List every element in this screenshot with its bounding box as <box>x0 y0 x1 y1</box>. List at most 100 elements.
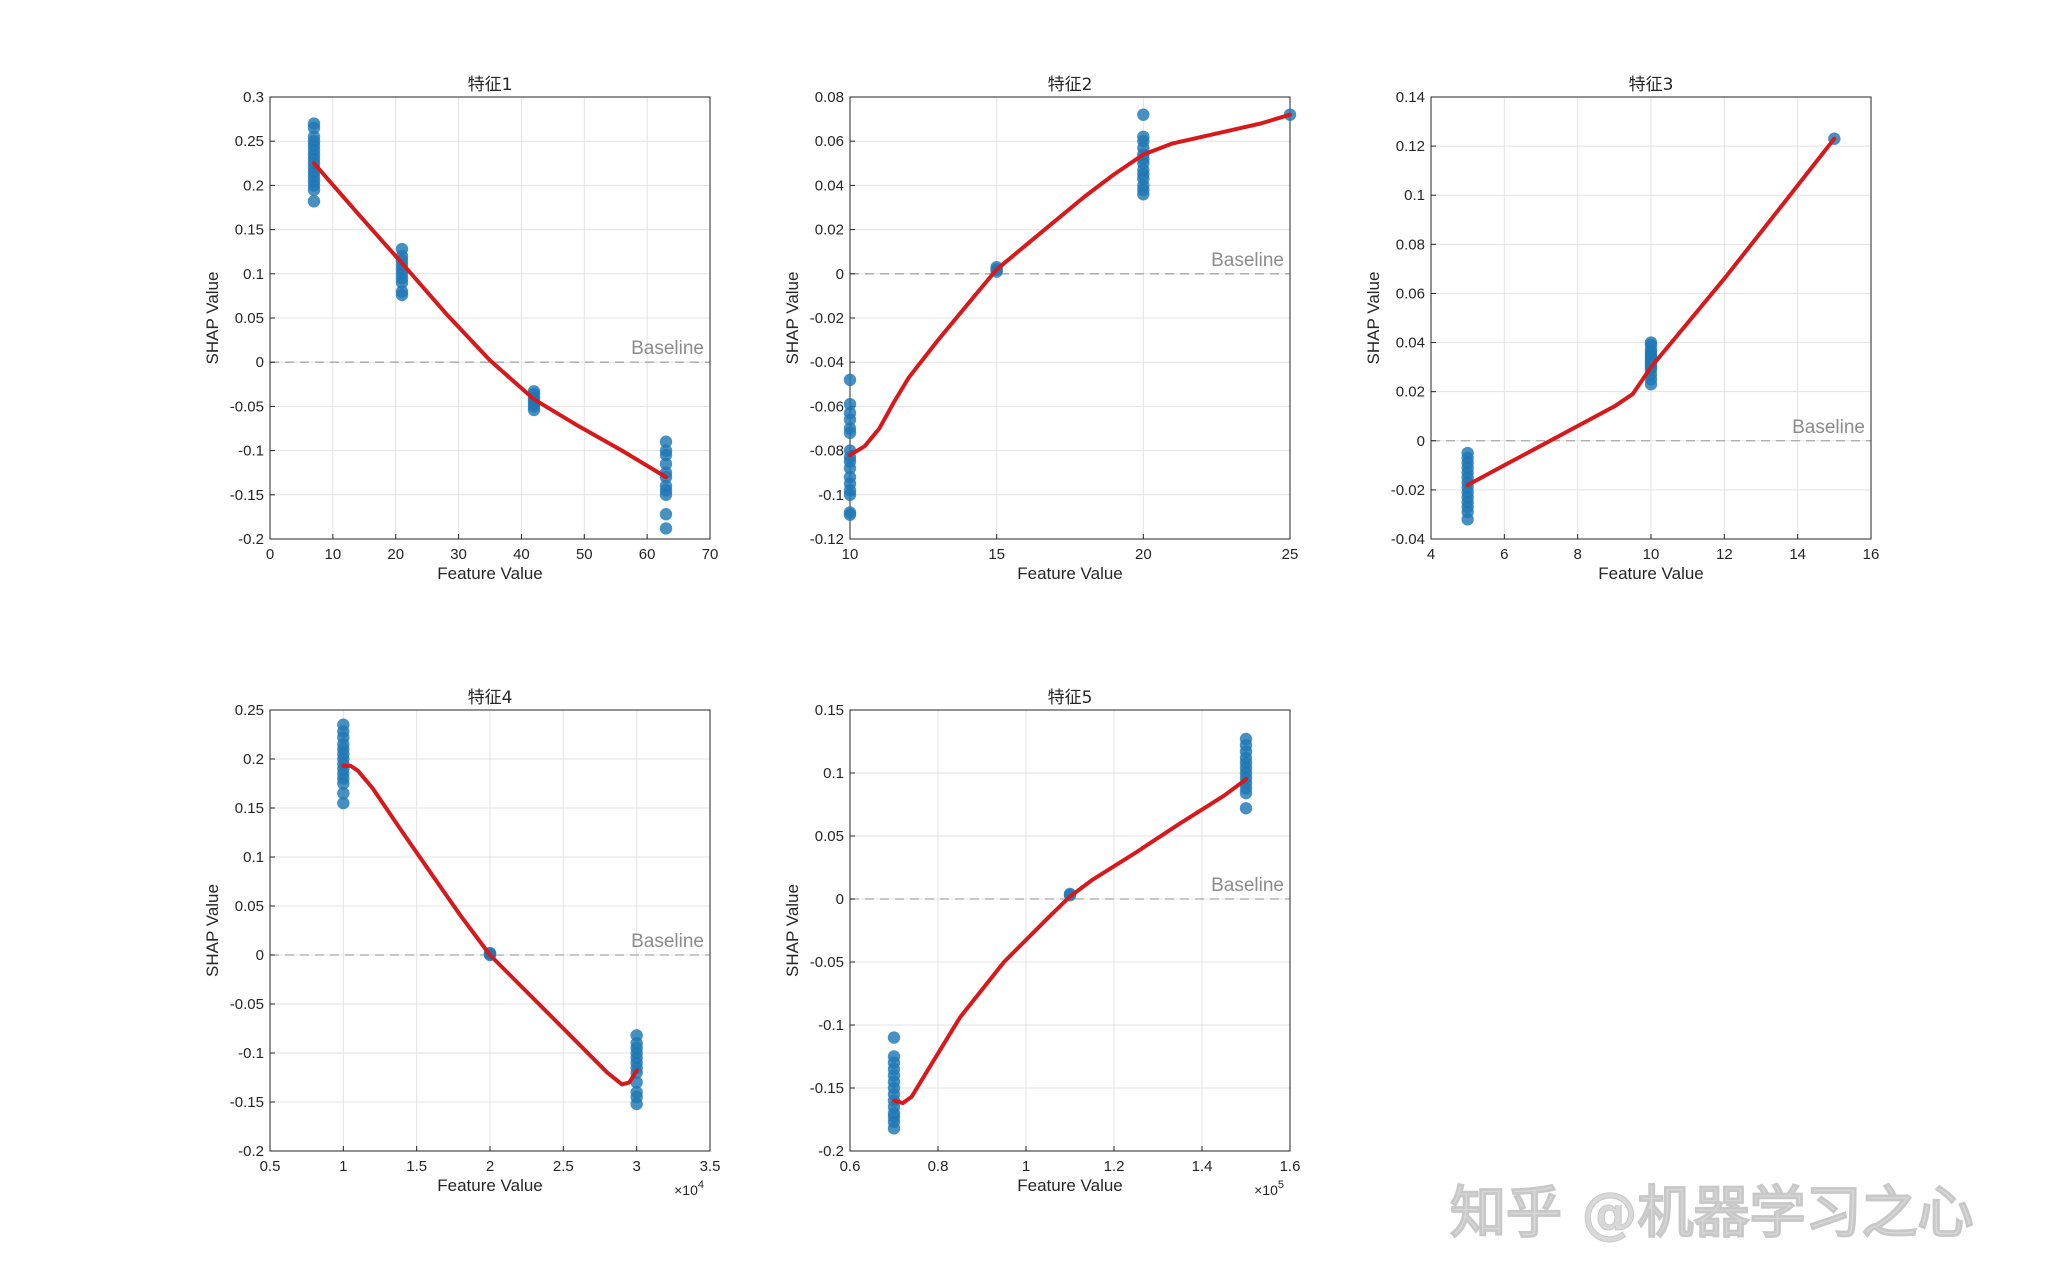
y-tick-label: 0.1 <box>823 765 844 782</box>
x-tick-label: 12 <box>1716 546 1733 563</box>
y-tick-label: 0.25 <box>235 702 264 719</box>
scatter-point <box>1644 378 1658 391</box>
y-tick-label: 0.2 <box>243 177 264 194</box>
x-axis-label: Feature Value <box>1017 564 1123 583</box>
scatter-point <box>395 288 409 302</box>
subplot-title: 特征4 <box>468 688 513 708</box>
y-tick-label: 0.02 <box>1396 384 1425 401</box>
scatter-point <box>1239 786 1253 800</box>
y-tick-label: 0.04 <box>815 177 844 194</box>
y-axis-label: SHAP Value <box>783 884 802 977</box>
x-tick-label: 8 <box>1573 546 1581 563</box>
subplot-3: Baseline 4 6 8 10 12 14 16 -0.04 -0.02 0 0.02 0.04 0.… <box>1364 75 1879 583</box>
y-tick-label: -0.05 <box>230 398 264 415</box>
x-tick-label: 2.5 <box>553 1158 574 1175</box>
x-tick-label: 50 <box>576 546 593 563</box>
subplot-title: 特征1 <box>468 75 513 95</box>
scatter-point <box>887 1122 901 1135</box>
scatter-point <box>1239 802 1253 815</box>
scatter-point <box>337 796 350 810</box>
y-tick-label: 0.2 <box>243 751 264 768</box>
scatter-point <box>395 276 409 289</box>
scatter-point <box>659 457 673 471</box>
subplot-1: Baseline 0 10 20 30 40 50 60 70 -0.2 -0.15 -0.1 -0.0… <box>203 75 718 583</box>
subplot-4: Baseline 0.5 1 1.5 2 2.5 3 3.5 -0.2 -0.15 -0.1 -0.0… <box>203 688 720 1198</box>
y-tick-label: 0.14 <box>1396 89 1425 106</box>
x-tick-label: 14 <box>1789 546 1806 563</box>
x-tick-label: 70 <box>702 546 719 563</box>
subplot-5: Baseline 0.6 0.8 1 1.2 1.4 1.6 -0.2 -0.15 -0.1 -0.… <box>783 688 1300 1198</box>
x-axis-label: Feature Value <box>437 564 543 583</box>
y-tick-label: 0.08 <box>1396 236 1425 253</box>
x-tick-label: 60 <box>639 546 656 563</box>
y-tick-label: 0.15 <box>815 702 844 719</box>
y-tick-label: 0.1 <box>243 849 264 866</box>
y-tick-label: 0.15 <box>235 800 264 817</box>
y-tick-label: -0.15 <box>230 1094 264 1111</box>
x-tick-label: 0.5 <box>260 1158 281 1175</box>
scatter-point <box>843 508 857 521</box>
y-axis-label: SHAP Value <box>1364 272 1383 365</box>
baseline-label: Baseline <box>1792 417 1865 438</box>
scatter-point <box>630 1097 643 1111</box>
y-tick-label: -0.1 <box>818 487 844 504</box>
baseline-label: Baseline <box>1211 250 1284 271</box>
x-tick-label: 0.8 <box>928 1158 949 1175</box>
y-tick-label: -0.1 <box>238 1045 264 1062</box>
y-tick-label: -0.05 <box>810 954 844 971</box>
scatter-point <box>843 397 857 411</box>
subplot-title: 特征3 <box>1629 75 1674 95</box>
y-tick-label: 0.08 <box>815 89 844 106</box>
y-axis-label: SHAP Value <box>203 272 222 365</box>
y-tick-label: 0.02 <box>815 222 844 239</box>
scatter-point <box>843 462 857 475</box>
y-tick-label: 0.06 <box>815 133 844 150</box>
y-tick-label: -0.04 <box>1391 531 1425 548</box>
y-tick-label: -0.15 <box>810 1080 844 1097</box>
y-tick-label: 0.3 <box>243 89 264 106</box>
scatter-point <box>1137 108 1150 121</box>
x-exponent-label: ×104 <box>674 1179 704 1198</box>
x-tick-label: 3 <box>632 1158 640 1175</box>
y-tick-label: -0.02 <box>810 310 844 327</box>
scatter-point <box>659 435 673 448</box>
scatter-point <box>659 448 673 462</box>
subplot-title: 特征2 <box>1048 75 1093 95</box>
baseline-label: Baseline <box>631 338 704 359</box>
axes-frame <box>849 709 1291 1152</box>
y-tick-label: 0 <box>836 891 844 908</box>
y-tick-label: 0 <box>256 947 264 964</box>
y-tick-label: 0 <box>1417 433 1425 450</box>
y-axis-label: SHAP Value <box>203 884 222 977</box>
y-tick-label: -0.1 <box>238 443 264 460</box>
y-axis-label: SHAP Value <box>783 272 802 365</box>
scatter-point <box>843 488 857 501</box>
y-tick-label: -0.08 <box>810 443 844 460</box>
scatter-point <box>659 522 673 535</box>
y-tick-label: -0.2 <box>818 1143 844 1160</box>
fit-line <box>341 763 639 1087</box>
x-tick-label: 40 <box>513 546 530 563</box>
y-tick-label: 0 <box>256 354 264 371</box>
x-tick-label: 10 <box>325 546 342 563</box>
y-tick-label: 0.05 <box>235 898 264 915</box>
x-tick-label: 10 <box>1643 546 1660 563</box>
scatter-point <box>843 426 857 440</box>
x-tick-label: 20 <box>1135 546 1152 563</box>
scatter-point <box>843 373 857 387</box>
y-tick-label: 0.06 <box>1396 285 1425 302</box>
x-tick-label: 30 <box>450 546 467 563</box>
y-tick-label: -0.04 <box>810 354 844 371</box>
fit-line <box>892 777 1248 1106</box>
x-axis-label: Feature Value <box>1598 564 1704 583</box>
watermark: 知乎 @机器学习之心 <box>1450 1181 1974 1246</box>
x-tick-label: 10 <box>842 546 859 563</box>
y-tick-label: -0.02 <box>1391 482 1425 499</box>
fit-line <box>312 161 668 480</box>
scatter-point <box>659 488 673 501</box>
y-tick-label: 0.05 <box>815 828 844 845</box>
scatter-point <box>307 121 321 135</box>
x-axis-label: Feature Value <box>1017 1176 1123 1195</box>
y-tick-label: 0.15 <box>235 222 264 239</box>
